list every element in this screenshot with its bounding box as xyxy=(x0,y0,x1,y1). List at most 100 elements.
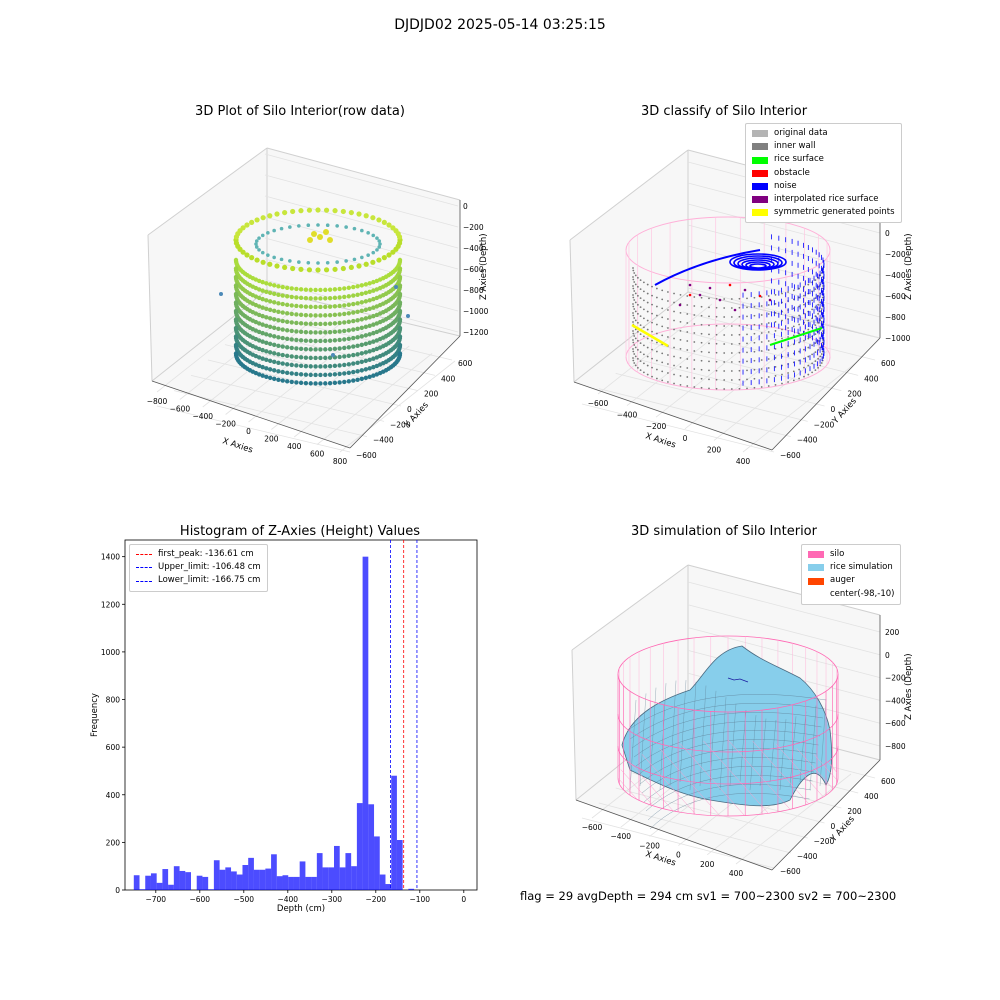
raw-point xyxy=(367,298,372,303)
raw-point xyxy=(298,287,304,292)
classify-point xyxy=(768,298,772,302)
raw-point xyxy=(318,372,323,378)
raw-point xyxy=(327,380,333,386)
sim-y-tick: 400 xyxy=(864,792,879,801)
raw-point xyxy=(260,339,265,344)
classify-point xyxy=(723,352,726,354)
raw-point xyxy=(313,304,318,310)
hist-bar xyxy=(242,865,249,890)
rice-mesh-line xyxy=(749,715,757,791)
raw-point xyxy=(360,255,364,260)
raw-point xyxy=(351,361,356,366)
classify-point xyxy=(814,279,817,282)
raw-point xyxy=(367,332,372,337)
hist-bar xyxy=(305,876,312,890)
classify-point xyxy=(642,317,645,320)
hist-bar xyxy=(334,845,340,890)
classify-point xyxy=(774,338,777,341)
classify-point xyxy=(807,364,810,367)
raw-point xyxy=(267,367,273,372)
raw-point xyxy=(298,372,304,377)
classify-point xyxy=(679,329,682,332)
classify-point xyxy=(738,315,741,318)
classify-point xyxy=(686,385,689,387)
classify-point xyxy=(730,316,733,318)
raw-point xyxy=(359,308,364,314)
raw-point xyxy=(315,267,321,273)
silo-floor-line xyxy=(617,777,638,800)
classify-point xyxy=(698,293,702,297)
raw-point xyxy=(332,287,338,292)
classify-point xyxy=(792,325,795,328)
raw-point xyxy=(256,321,262,326)
hist-bar xyxy=(328,867,334,890)
raw-point xyxy=(313,287,318,293)
hist-bar xyxy=(213,860,220,890)
raw-point xyxy=(346,294,352,299)
raw-point xyxy=(342,294,347,300)
rice-mesh-line xyxy=(631,712,824,749)
raw-point xyxy=(256,329,262,335)
rice-mesh-line xyxy=(689,681,697,791)
classify-point xyxy=(730,352,733,354)
classify-point xyxy=(700,332,703,335)
raw-point xyxy=(363,316,369,321)
hist-bar xyxy=(265,868,272,890)
cls-y-tick: −200 xyxy=(814,420,835,429)
raw-point xyxy=(289,294,294,300)
hist-x-tick-label: −700 xyxy=(145,895,166,904)
raw-point xyxy=(325,223,330,228)
classify-point xyxy=(767,331,770,333)
classify-point xyxy=(798,323,801,326)
raw-point xyxy=(323,267,330,273)
raw-point xyxy=(289,354,294,359)
raw-point xyxy=(254,239,259,243)
classify-point xyxy=(738,378,741,381)
hist-y-tick-label: 1400 xyxy=(101,553,120,562)
raw-point xyxy=(332,380,338,386)
classify-point xyxy=(632,305,635,308)
classify-point xyxy=(723,361,726,363)
raw-point xyxy=(359,368,364,373)
raw-point xyxy=(244,252,250,258)
raw-point xyxy=(363,333,369,338)
classify-point xyxy=(655,296,658,299)
classify-point xyxy=(715,360,718,363)
legend-swatch xyxy=(808,551,824,559)
raw-point xyxy=(323,338,328,344)
raw-point xyxy=(256,304,262,309)
raw-point xyxy=(274,263,280,269)
raw-point xyxy=(284,362,290,367)
raw-point xyxy=(318,347,323,352)
cls-z-tick: 0 xyxy=(885,229,890,238)
raw-point xyxy=(375,248,379,252)
classify-point xyxy=(686,313,689,315)
classify-point xyxy=(646,337,649,340)
classify-point xyxy=(749,263,767,269)
classify-point xyxy=(708,306,710,309)
raw-point xyxy=(359,325,364,331)
raw-point xyxy=(337,380,342,385)
raw-point xyxy=(284,370,290,376)
classify-point xyxy=(708,351,710,354)
classify-point xyxy=(807,373,810,376)
classify-legend-entry: original data xyxy=(752,127,895,140)
raw-point xyxy=(303,312,309,318)
classify-point xyxy=(673,301,675,304)
hist-bar xyxy=(202,876,209,890)
classify-point xyxy=(632,350,635,353)
raw-point xyxy=(363,290,369,296)
classify-point xyxy=(655,359,658,362)
raw-point xyxy=(346,362,352,367)
classify-point xyxy=(632,359,635,362)
raw-point xyxy=(316,223,320,227)
raw-point xyxy=(276,343,281,348)
raw-point xyxy=(298,363,304,369)
raw-point xyxy=(337,329,342,334)
raw-point xyxy=(294,337,299,343)
raw-point xyxy=(298,266,304,272)
classify-point xyxy=(730,307,733,309)
classify-point xyxy=(634,274,637,277)
raw-point xyxy=(351,284,356,290)
classify-point xyxy=(738,306,741,309)
